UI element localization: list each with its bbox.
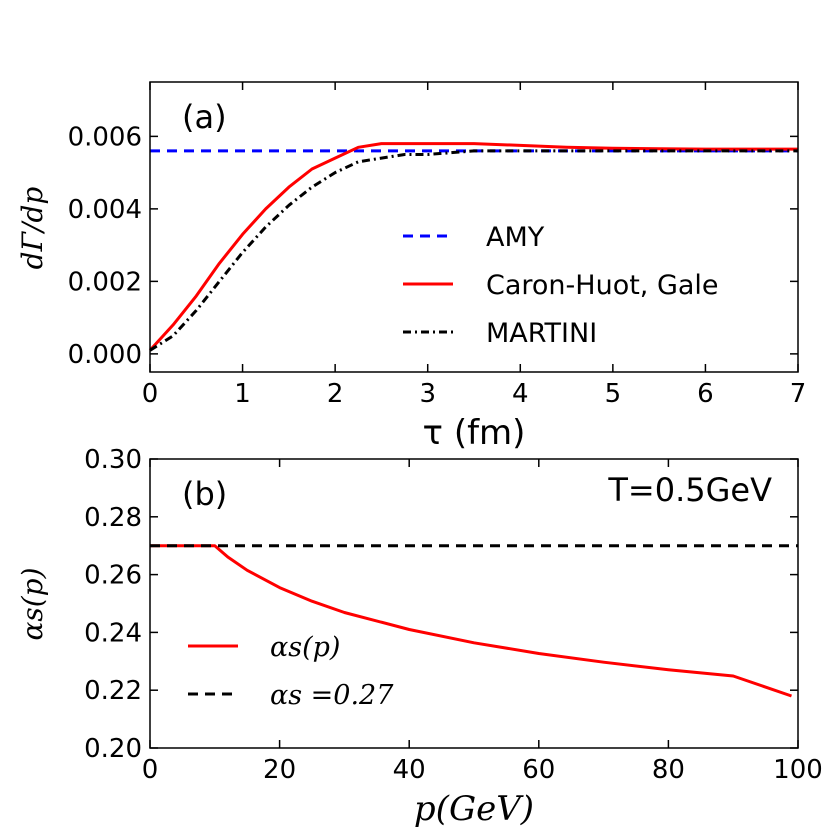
legend-label-amy: AMY (486, 222, 545, 253)
panel-a-xlabel: τ (fm) (423, 413, 526, 453)
x-tick-label-a-4: 4 (512, 379, 529, 409)
x-tick-label-b-5: 100 (773, 755, 823, 785)
panel-a: 0 1 2 3 4 5 6 7 0.000 0.002 0.004 0.006 (a) AMY Car… (16, 81, 807, 453)
x-tick-label-b-2: 40 (393, 755, 426, 785)
y-tick-label-a-0: 0.000 (68, 340, 142, 370)
x-tick-label-a-0: 0 (142, 379, 159, 409)
panel-b-series-layer (150, 544, 798, 698)
y-tick-label-b-2: 0.24 (84, 618, 142, 648)
panel-b: 0 20 40 60 80 100 0.20 0.22 0.24 0.26 0.28 0.30 (b)… (16, 445, 823, 829)
panel-a-series-layer (148, 142, 798, 352)
series-line-a-2 (149, 149, 798, 352)
panel-b-tag: (b) (182, 475, 227, 513)
panel-b-ylabel: αs(p) (16, 567, 49, 640)
x-tick-label-b-0: 0 (142, 755, 159, 785)
x-tick-label-b-1: 20 (263, 755, 296, 785)
panel-b-xlabel: p(GeV) (414, 789, 534, 829)
legend-label-caron-huot-gale: Caron-Huot, Gale (486, 270, 719, 301)
x-tick-label-a-1: 1 (234, 379, 251, 409)
x-tick-label-a-3: 3 (419, 379, 436, 409)
y-tick-label-a-2: 0.004 (68, 195, 142, 225)
panel-a-frame (149, 81, 799, 373)
panel-b-legend: αs(p) αs =0.27 (188, 632, 394, 711)
y-tick-label-b-1: 0.22 (84, 676, 142, 706)
x-tick-label-b-3: 60 (522, 755, 555, 785)
panel-b-frame (149, 458, 799, 749)
panel-b-ticks: 0 20 40 60 80 100 0.20 0.22 0.24 0.26 0.28 0.30 (84, 445, 823, 785)
x-tick-label-a-2: 2 (327, 379, 344, 409)
panel-a-tag: (a) (182, 98, 227, 136)
x-tick-label-a-7: 7 (790, 379, 807, 409)
legend-label-alpha-s-p: αs(p) (270, 632, 340, 663)
series-line-a-1 (148, 142, 798, 352)
series-line-b-0 (150, 544, 792, 698)
y-tick-label-b-0: 0.20 (84, 734, 142, 764)
panel-a-ticks: 0 1 2 3 4 5 6 7 0.000 0.002 0.004 0.006 (68, 82, 807, 409)
x-tick-label-a-5: 5 (605, 379, 622, 409)
y-tick-label-a-3: 0.006 (68, 122, 142, 152)
y-tick-label-b-5: 0.30 (84, 445, 142, 475)
x-tick-label-b-4: 80 (652, 755, 685, 785)
y-tick-label-b-4: 0.28 (84, 503, 142, 533)
legend-label-martini: MARTINI (486, 318, 597, 349)
panel-a-legend: AMY Caron-Huot, Gale MARTINI (403, 222, 719, 349)
y-tick-label-b-3: 0.26 (84, 561, 142, 591)
legend-label-alpha-s-const: αs =0.27 (270, 680, 394, 711)
panel-a-ylabel: dΓ/dp (16, 187, 49, 270)
panel-b-annotation: T=0.5GeV (607, 471, 772, 509)
y-tick-label-a-1: 0.002 (68, 267, 142, 297)
x-tick-label-a-6: 6 (697, 379, 714, 409)
